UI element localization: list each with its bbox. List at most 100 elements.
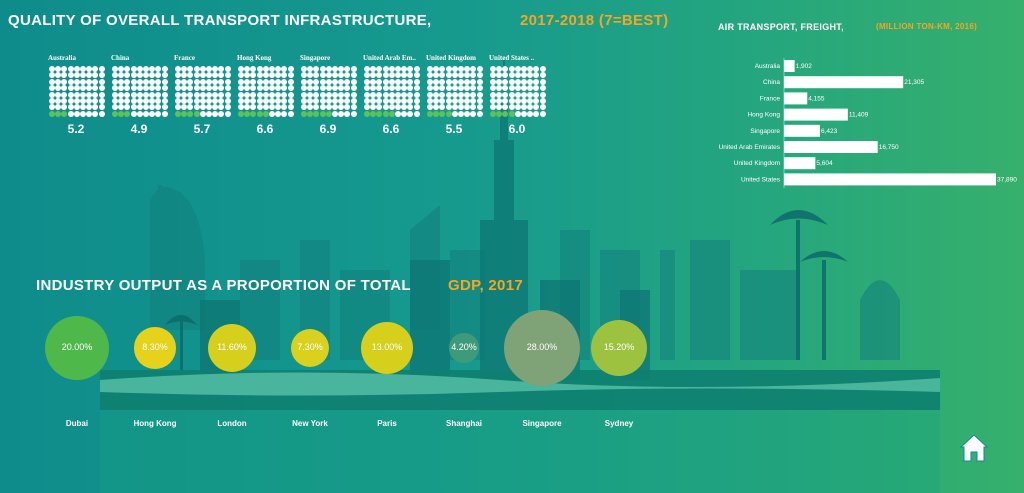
- waffle-dot: [376, 91, 383, 98]
- industry-value-label: 13.00%: [371, 342, 403, 352]
- waffle-dot: [187, 66, 194, 72]
- waffle-dot: [313, 98, 320, 104]
- waffle-dot: [287, 72, 294, 79]
- waffle-dot: [490, 72, 496, 79]
- waffle-dot: [527, 104, 534, 111]
- waffle-dot: [464, 72, 471, 79]
- waffle-dot: [275, 72, 282, 79]
- waffle-dot: [149, 91, 156, 98]
- industry-city-label: New York: [292, 419, 328, 428]
- waffle-dot: [344, 104, 351, 111]
- waffle-dot: [521, 66, 527, 72]
- industry-subtitle: GDP, 2017: [448, 277, 523, 294]
- waffle-dot: [269, 98, 275, 104]
- waffle-dot: [464, 110, 471, 117]
- waffle-dot: [407, 104, 414, 111]
- waffle-dot: [445, 91, 452, 98]
- waffle-dot: [224, 104, 231, 111]
- waffle-dot: [325, 98, 332, 104]
- waffle-dot: [508, 85, 515, 92]
- waffle-dot: [112, 91, 118, 98]
- waffle-dot: [344, 91, 351, 98]
- waffle-dot: [382, 104, 389, 111]
- waffle-dot: [55, 66, 62, 72]
- waffle-dot: [67, 91, 74, 98]
- air-title: AIR TRANSPORT, FREIGHT,: [718, 22, 844, 32]
- waffle-dot: [212, 98, 219, 104]
- waffle-dot: [61, 110, 68, 117]
- waffle-dot: [364, 98, 370, 104]
- waffle-dot: [55, 110, 62, 117]
- waffle-dot: [433, 78, 440, 85]
- waffle-dot: [73, 98, 80, 104]
- waffle-dot: [250, 91, 257, 98]
- waffle-dot: [344, 85, 351, 92]
- waffle-dot: [124, 110, 131, 117]
- waffle-dot: [49, 66, 55, 72]
- waffle-dot: [325, 85, 332, 92]
- waffle-dot: [350, 66, 357, 72]
- waffle-dot: [218, 78, 225, 85]
- waffle-dot: [508, 104, 515, 111]
- waffle-dot: [86, 78, 93, 85]
- waffle-dot: [395, 104, 401, 111]
- industry-bubble: [134, 327, 176, 369]
- air-category-label: United States: [741, 176, 781, 183]
- waffle-dot: [49, 110, 55, 117]
- waffle-dot: [238, 72, 244, 79]
- waffle-dot: [388, 78, 395, 85]
- waffle-dot: [413, 98, 420, 104]
- waffle-dot: [187, 78, 194, 85]
- waffle-dot: [370, 72, 377, 79]
- waffle-dot: [332, 85, 338, 92]
- waffle-dot: [427, 98, 433, 104]
- waffle-dot: [407, 98, 414, 104]
- waffle-dot: [395, 66, 401, 72]
- waffle-dot: [401, 98, 408, 104]
- waffle-dot: [55, 72, 62, 79]
- waffle-dot: [439, 78, 446, 85]
- home-button[interactable]: [958, 432, 990, 464]
- waffle-dot: [395, 110, 401, 117]
- waffle-dot: [325, 104, 332, 111]
- waffle-dot: [269, 72, 275, 79]
- air-bar: [784, 60, 795, 72]
- waffle-dot: [49, 91, 55, 98]
- waffle-dot: [262, 110, 269, 117]
- waffle-value-label: 5.5: [445, 122, 463, 136]
- waffle-dot: [502, 78, 509, 85]
- waffle-dot: [539, 66, 546, 72]
- home-icon: [959, 434, 989, 462]
- waffle-dot: [533, 98, 540, 104]
- waffle-dot: [149, 72, 156, 79]
- waffle-dot: [533, 104, 540, 111]
- waffle-dot: [533, 78, 540, 85]
- waffle-dot: [407, 66, 414, 72]
- waffle-dot: [155, 110, 162, 117]
- waffle-dot: [73, 110, 80, 117]
- waffle-dot: [470, 104, 477, 111]
- waffle-dot: [470, 91, 477, 98]
- air-category-label: France: [760, 95, 781, 102]
- waffle-dot: [118, 85, 125, 92]
- waffle-dot: [136, 72, 143, 79]
- waffle-dot: [313, 104, 320, 111]
- waffle-dot: [502, 91, 509, 98]
- air-bar: [784, 92, 808, 105]
- waffle-dot: [445, 104, 452, 111]
- waffle-dot: [413, 85, 420, 92]
- waffle-dot: [206, 110, 212, 117]
- waffle-dot: [193, 85, 200, 92]
- waffle-dot: [344, 98, 351, 104]
- waffle-dot: [73, 85, 80, 92]
- waffle-dot: [175, 78, 181, 85]
- waffle-dot: [262, 85, 269, 92]
- waffle-dot: [496, 91, 503, 98]
- waffle-dot: [490, 78, 496, 85]
- waffle-dot: [458, 85, 464, 92]
- waffle-dot: [262, 72, 269, 79]
- waffle-dot: [130, 85, 137, 92]
- waffle-dot: [364, 104, 370, 111]
- waffle-dot: [490, 66, 496, 72]
